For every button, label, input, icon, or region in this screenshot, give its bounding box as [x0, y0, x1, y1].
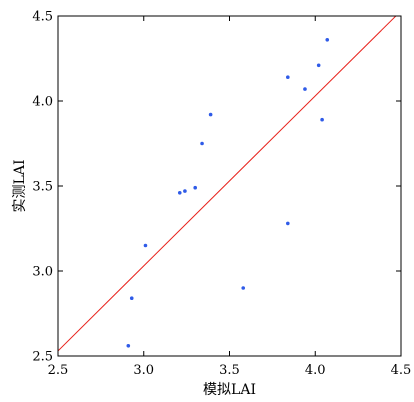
data-point [286, 221, 290, 226]
data-point [325, 38, 330, 42]
data-point [143, 243, 148, 248]
y-tick-label: 3.5 [32, 180, 53, 195]
ticks-layer [57, 15, 402, 357]
plot-frame [57, 15, 402, 357]
y-tick-label: 2.5 [32, 350, 53, 365]
data-point [193, 185, 197, 190]
data-point [320, 117, 324, 122]
data-point [303, 87, 307, 91]
y-tick-label: 4.5 [32, 10, 53, 25]
fit-line-layer [58, 16, 397, 352]
data-point [200, 141, 204, 146]
y-tick-label: 3.0 [32, 265, 53, 280]
y-tick-label: 4.0 [32, 95, 53, 110]
x-tick-label: 4.5 [391, 363, 412, 378]
data-point [208, 112, 213, 117]
data-point [126, 344, 131, 348]
data-point [241, 286, 246, 290]
fit-line [58, 16, 397, 352]
data-point [129, 296, 134, 301]
data-point [316, 63, 321, 68]
data-point [183, 189, 187, 193]
y-axis-label: 实测LAI [12, 160, 28, 213]
points-layer [126, 38, 330, 348]
x-axis-label: 模拟LAI [203, 382, 256, 398]
data-point [177, 191, 182, 195]
tick-labels-layer: 2.5 3.0 3.5 4.0 4.5 2.5 3.0 3.5 4.0 4.5 [32, 10, 411, 379]
x-tick-label: 3.0 [133, 363, 154, 378]
data-point [286, 75, 290, 79]
x-tick-label: 2.5 [48, 363, 69, 378]
x-tick-label: 3.5 [219, 363, 240, 378]
x-tick-label: 4.0 [305, 363, 326, 378]
